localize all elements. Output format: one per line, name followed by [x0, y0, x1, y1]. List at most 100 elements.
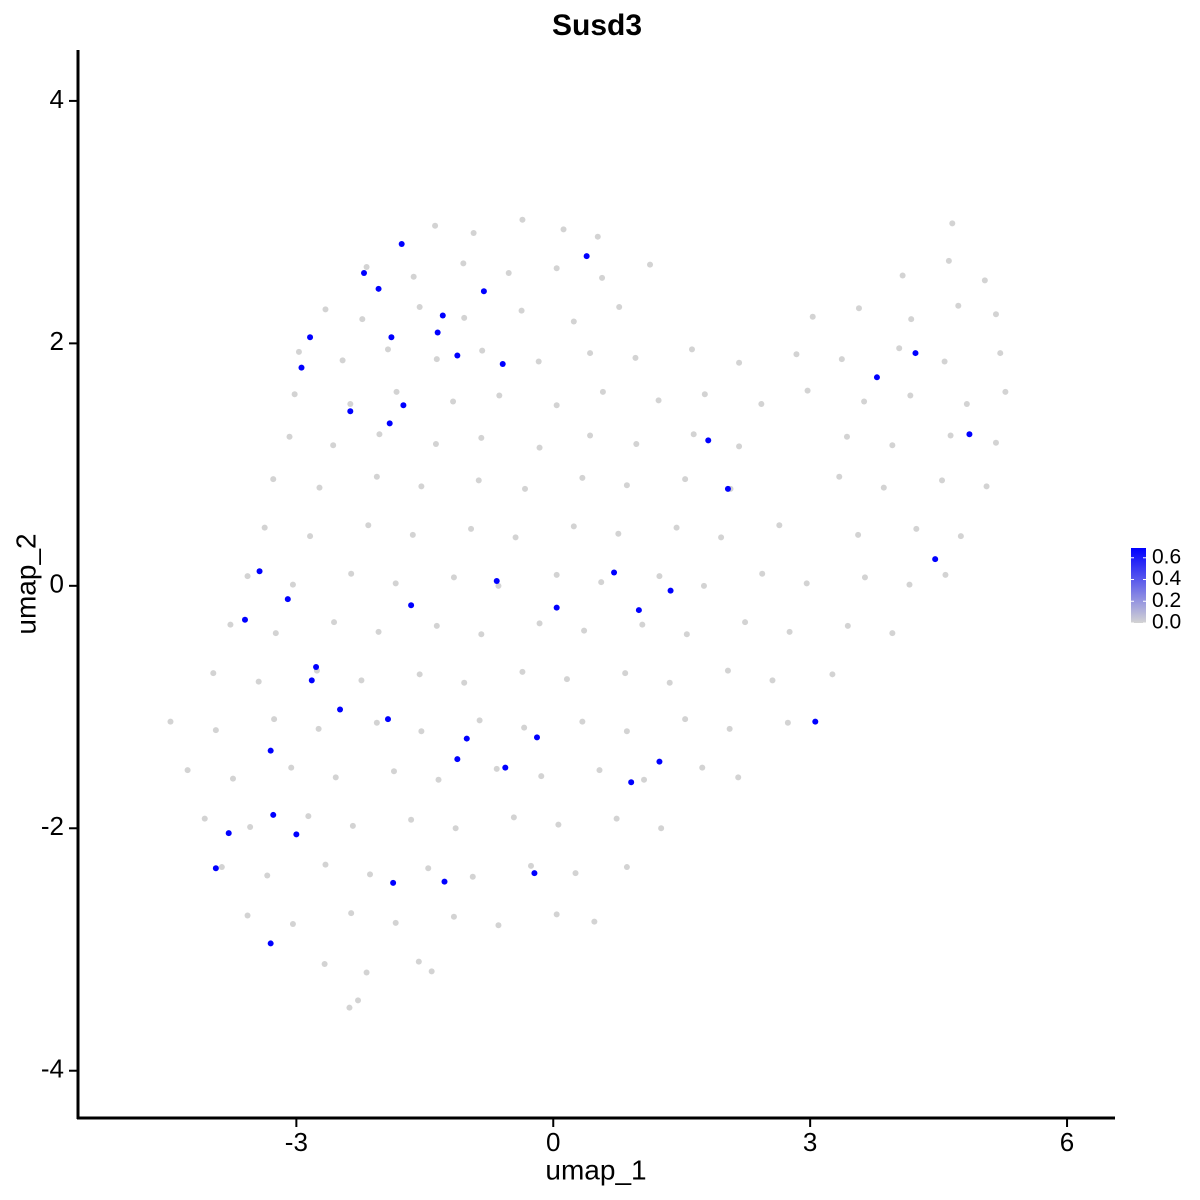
cell-point — [468, 525, 475, 532]
cell-point — [409, 531, 416, 538]
cell-point — [736, 443, 743, 450]
cell-point — [286, 433, 293, 440]
cell-point — [793, 351, 800, 358]
colorbar-tick-label: 0.6 — [1152, 545, 1181, 568]
cell-point — [949, 220, 956, 227]
cell-point — [992, 311, 999, 318]
cell-point — [322, 861, 329, 868]
cell-point — [535, 358, 542, 365]
cell-point — [321, 961, 328, 968]
cell-point — [428, 968, 435, 975]
cell-point — [293, 831, 300, 838]
cell-point — [373, 719, 380, 726]
cell-point — [553, 911, 560, 918]
cell-point — [538, 773, 545, 780]
cell-point — [475, 477, 482, 484]
cell-point — [461, 679, 468, 686]
cell-point — [769, 677, 776, 684]
cell-point — [983, 483, 990, 490]
cell-point — [229, 775, 236, 782]
cell-point — [305, 813, 312, 820]
cell-point — [452, 825, 459, 832]
cell-point — [639, 621, 646, 628]
cell-point — [906, 581, 913, 588]
y-axis-label: umap_2 — [10, 533, 41, 634]
cell-point — [346, 1004, 353, 1011]
cell-point — [563, 676, 570, 683]
cell-point — [416, 303, 423, 310]
cell-point — [289, 581, 296, 588]
cell-point — [570, 318, 577, 325]
x-tick-label: 0 — [546, 1127, 560, 1157]
cell-point — [776, 522, 783, 529]
cell-point — [829, 671, 836, 678]
cell-point — [736, 359, 743, 366]
cell-point — [339, 357, 346, 364]
cell-point — [656, 758, 663, 765]
cell-point — [463, 735, 470, 742]
cell-point — [375, 285, 382, 292]
cell-point — [441, 878, 448, 885]
cell-point — [889, 630, 896, 637]
cell-point — [553, 604, 560, 611]
x-tick-label: 3 — [803, 1127, 817, 1157]
cell-point — [939, 477, 946, 484]
cell-point — [718, 534, 725, 541]
cell-point — [587, 432, 594, 439]
cell-point — [572, 870, 579, 877]
cell-point — [355, 997, 362, 1004]
cell-point — [433, 622, 440, 629]
y-tick-label: -4 — [41, 1054, 64, 1084]
cell-point — [844, 622, 851, 629]
cell-point — [373, 473, 380, 480]
cell-point — [803, 580, 810, 587]
cell-point — [358, 677, 365, 684]
cell-point — [298, 364, 305, 371]
cell-point — [908, 316, 915, 323]
cell-point — [599, 274, 606, 281]
cell-point — [493, 765, 500, 772]
cell-point — [570, 523, 577, 530]
cell-point — [227, 621, 234, 628]
colorbar-tick-label: 0.2 — [1152, 589, 1181, 612]
cell-point — [536, 620, 543, 627]
cell-point — [594, 233, 601, 240]
cell-point — [701, 391, 708, 398]
cell-point — [367, 871, 374, 878]
cell-point — [347, 400, 354, 407]
cell-point — [838, 356, 845, 363]
cell-point — [591, 918, 598, 925]
cell-point — [889, 442, 896, 449]
cell-point — [812, 718, 819, 725]
cell-point — [454, 756, 461, 763]
cell-point — [469, 873, 476, 880]
cell-point — [433, 356, 440, 363]
cell-point — [289, 921, 296, 928]
cell-point — [758, 400, 765, 407]
y-tick-label: 2 — [50, 326, 64, 356]
cell-point — [955, 302, 962, 309]
cell-point — [992, 439, 999, 446]
cell-point — [376, 431, 383, 438]
cell-point — [496, 392, 503, 399]
cell-point — [313, 664, 320, 671]
cell-point — [622, 670, 629, 677]
cell-point — [316, 484, 323, 491]
cell-point — [518, 307, 525, 314]
cell-point — [388, 334, 395, 341]
cell-point — [945, 257, 952, 264]
cell-point — [581, 627, 588, 634]
cell-point — [855, 305, 862, 312]
cell-point — [363, 263, 370, 270]
cell-point — [241, 616, 248, 623]
cell-point — [579, 718, 586, 725]
cell-point — [742, 619, 749, 626]
cell-point — [957, 533, 964, 540]
cell-point — [450, 574, 457, 581]
cell-point — [647, 261, 654, 268]
cell-point — [348, 570, 355, 577]
cell-point — [724, 667, 731, 674]
cell-point — [1002, 388, 1009, 395]
cell-point — [599, 388, 606, 395]
cell-point — [907, 392, 914, 399]
